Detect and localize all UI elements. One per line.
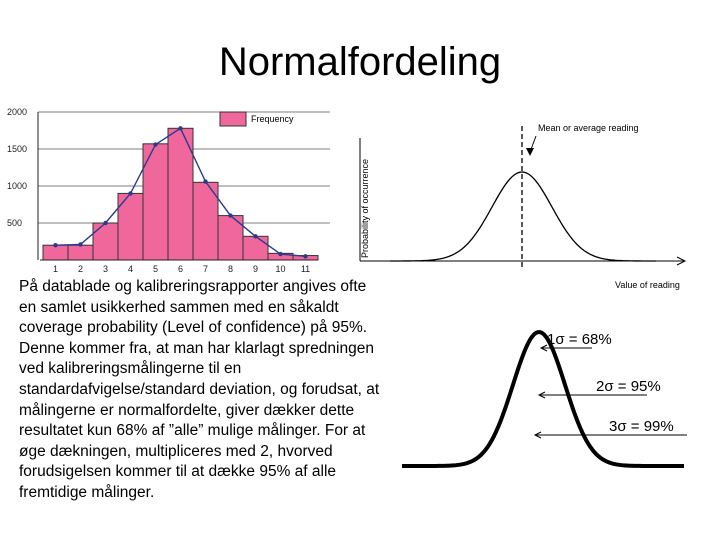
x-tick-label: 9 — [253, 264, 258, 274]
mean-annotation: Mean or average reading — [538, 123, 639, 133]
x-tick-label: 4 — [128, 264, 133, 274]
sigma-3-arrow — [533, 431, 687, 439]
bell-curve — [402, 330, 684, 468]
histogram-bars — [42, 127, 319, 261]
frequency-point — [53, 243, 58, 248]
normal-distribution-chart: Mean or average reading Probability of o… — [359, 123, 687, 290]
frequency-point — [203, 179, 208, 184]
normal-y-label: Probability of occurrence — [360, 159, 370, 258]
frequency-point — [78, 242, 83, 247]
frequency-point — [253, 234, 258, 239]
frequency-point — [178, 126, 183, 131]
y-tick-label: 1500 — [7, 144, 27, 154]
x-tick-label: 3 — [103, 264, 108, 274]
x-tick-label: 6 — [178, 264, 183, 274]
frequency-point — [228, 213, 233, 218]
y-tick-label: 500 — [7, 218, 22, 228]
sigma-1-arrow — [539, 344, 592, 352]
slide-title: Normalfordeling — [218, 40, 502, 84]
histogram-chart: 500 1000 1500 2000 1 2 3 4 5 6 7 8 9 10 11 Frequency — [7, 108, 330, 274]
x-tick-label: 10 — [275, 264, 285, 274]
sigma-2-label: 2σ = 95% — [596, 378, 661, 395]
histogram-bar — [117, 192, 144, 261]
normal-x-label: Value of reading — [615, 280, 680, 290]
histogram-frequency-line — [53, 126, 308, 259]
legend-swatch — [219, 111, 247, 127]
x-tick-label: 5 — [153, 264, 158, 274]
normal-curve — [390, 171, 657, 262]
sigma-1-label: 1σ = 68% — [547, 331, 612, 348]
histogram-x-ticks: 1 2 3 4 5 6 7 8 9 10 11 — [53, 264, 310, 274]
frequency-point — [278, 251, 283, 257]
x-tick-label: 7 — [203, 264, 208, 274]
histogram-bar — [42, 244, 69, 261]
histogram-y-ticks: 500 1000 1500 2000 — [7, 108, 27, 228]
sigma-3-label: 3σ = 99% — [609, 418, 674, 435]
frequency-point — [153, 142, 158, 147]
x-tick-label: 11 — [301, 264, 310, 274]
histogram-bar — [192, 181, 219, 261]
frequency-point — [103, 220, 108, 226]
body-paragraph: På datablade og kalibreringsrapporter an… — [19, 278, 380, 501]
x-tick-label: 1 — [53, 264, 58, 274]
histogram-bar — [92, 222, 119, 261]
mean-arrow-head — [526, 148, 534, 156]
legend-label: Frequency — [251, 114, 294, 124]
histogram-bar — [242, 235, 269, 261]
x-axis-arrow-icon — [676, 256, 687, 266]
frequency-point — [128, 191, 133, 196]
y-tick-label: 2000 — [7, 108, 27, 117]
x-tick-label: 8 — [228, 264, 233, 274]
y-tick-label: 1000 — [7, 181, 27, 191]
sigma-bell-chart: 1σ = 68% 2σ = 95% 3σ = 99% — [402, 330, 687, 468]
x-tick-label: 2 — [78, 264, 83, 274]
histogram-bar — [67, 244, 94, 261]
frequency-point — [303, 254, 308, 259]
sigma-2-arrow — [537, 391, 647, 399]
